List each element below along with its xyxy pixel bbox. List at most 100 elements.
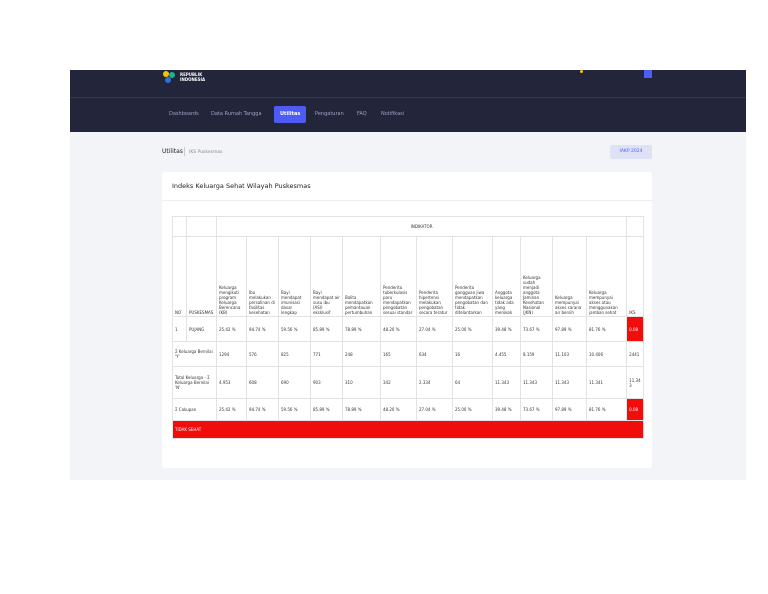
indicator-header: Penderita hipertensi melakukan pengobata… bbox=[416, 236, 453, 317]
top-bar: REPUBLIK INDONESIA bbox=[70, 70, 746, 97]
cell: 25.00 % bbox=[452, 398, 493, 421]
indicator-header: Ibu melakukan persalinan di fasilitas ke… bbox=[246, 236, 279, 317]
year-button[interactable]: IAKP 2024 bbox=[610, 145, 652, 159]
row-name: Σ Keluarga Bernilai 'Y' bbox=[172, 341, 217, 367]
indicator-header: Keluarga mempunyai akses sarana air bers… bbox=[552, 236, 587, 317]
indicator-header: Keluarga mempunyai akses atau menggunaka… bbox=[585, 236, 628, 317]
nav-item[interactable]: FAQ bbox=[357, 111, 367, 117]
cell: 27.04 % bbox=[416, 316, 453, 342]
cell: 2.334 bbox=[416, 366, 453, 399]
indicator-header: Balita mendapatkan pemantauan pertumbuha… bbox=[342, 236, 381, 317]
cell: 342 bbox=[380, 366, 417, 399]
iks-cell: 11.343 bbox=[626, 366, 645, 399]
cell: 39.48 % bbox=[492, 398, 521, 421]
cell: 11.341 bbox=[585, 366, 628, 399]
cell: 85.89 % bbox=[310, 316, 343, 342]
cell: 11.343 bbox=[520, 366, 553, 399]
status-row: TIDAK SEHAT bbox=[171, 420, 645, 439]
status-cell: TIDAK SEHAT bbox=[171, 420, 645, 439]
cell: 94.74 % bbox=[246, 398, 279, 421]
header-cell bbox=[626, 216, 645, 237]
cell: 8.159 bbox=[520, 341, 553, 367]
status-dot bbox=[580, 70, 583, 73]
indicator-header: Keluarga mengikuti program Keluarga Bere… bbox=[216, 236, 247, 317]
cell: 11.103 bbox=[552, 341, 587, 367]
app-window: REPUBLIK INDONESIA Dashboards Data Rumah … bbox=[70, 70, 746, 480]
indicator-header: Penderita gangguan jiwa mendapatkan peng… bbox=[452, 236, 493, 317]
iks-cell: 2441 bbox=[626, 341, 645, 367]
data-row: Σ Keluarga Bernilai 'Y' 1294 576 825 771 248 1… bbox=[172, 341, 645, 367]
header-row: INDIKATOR bbox=[172, 216, 645, 237]
logo-text: REPUBLIK INDONESIA bbox=[180, 72, 206, 82]
cell: 4.455 bbox=[492, 341, 521, 367]
separator bbox=[184, 147, 185, 156]
cell: 48.20 % bbox=[380, 316, 417, 342]
cell: 97.89 % bbox=[552, 316, 587, 342]
cell: 78.89 % bbox=[342, 398, 381, 421]
cell: 97.89 % bbox=[552, 398, 587, 421]
row-name: PUJANG bbox=[186, 316, 217, 342]
breadcrumb-sub: IKS Puskesmas bbox=[189, 149, 223, 155]
cell: 771 bbox=[310, 341, 343, 367]
header-cell bbox=[186, 216, 217, 237]
cell: 1294 bbox=[216, 341, 247, 367]
divider bbox=[162, 200, 652, 201]
cell: 576 bbox=[246, 341, 279, 367]
cell: 310 bbox=[342, 366, 381, 399]
cell: 73.67 % bbox=[520, 316, 553, 342]
nav-item[interactable]: Notifikasi bbox=[381, 111, 405, 117]
cell: 39.48 % bbox=[492, 316, 521, 342]
cell: 25.42 % bbox=[216, 398, 247, 421]
card: Indeks Keluarga Sehat Wilayah Puskesmas … bbox=[162, 172, 652, 468]
card-title: Indeks Keluarga Sehat Wilayah Puskesmas bbox=[172, 182, 311, 190]
cell: 16 bbox=[452, 341, 493, 367]
iks-cell: 0.08 bbox=[626, 398, 645, 421]
row-name: Σ Cakupan bbox=[172, 398, 217, 421]
logo bbox=[163, 71, 175, 83]
cell: 608 bbox=[246, 366, 279, 399]
cell: 81.76 % bbox=[585, 316, 628, 342]
iks-table: INDIKATOR NO PUSKESMAS Keluarga mengikuti p… bbox=[171, 216, 645, 439]
cell: 27.04 % bbox=[416, 398, 453, 421]
iks-cell: 0.08 bbox=[626, 316, 645, 342]
header-cell bbox=[172, 216, 187, 237]
cell: 10.406 bbox=[585, 341, 628, 367]
cell: 78.89 % bbox=[342, 316, 381, 342]
cell: 64 bbox=[452, 366, 493, 399]
nav-item[interactable]: Utilitas bbox=[274, 106, 307, 123]
header-row: NO PUSKESMAS Keluarga mengikuti program Ke… bbox=[172, 236, 645, 317]
cell: 825 bbox=[278, 341, 311, 367]
cell: 4.953 bbox=[216, 366, 247, 399]
row-name: Total Keluarga - Σ Keluarga Bernilai 'N' bbox=[172, 366, 217, 399]
indicator-header: Penderita tuberkulosis paru mendapatkan … bbox=[380, 236, 417, 317]
cell: 25.42 % bbox=[216, 316, 247, 342]
header-cell: IKS bbox=[626, 236, 645, 317]
cell: 248 bbox=[342, 341, 381, 367]
nav-bar: Dashboards Data Rumah Tangga Utilitas Penga… bbox=[70, 97, 746, 132]
indicator-header: Keluarga sudah menjadi anggota Jaminan K… bbox=[520, 236, 553, 317]
cell: 634 bbox=[416, 341, 453, 367]
avatar[interactable] bbox=[644, 70, 652, 78]
nav-item[interactable]: Data Rumah Tangga bbox=[211, 111, 262, 117]
cell: 59.56 % bbox=[278, 316, 311, 342]
cell: 11.343 bbox=[492, 366, 521, 399]
indicator-header: Bayi mendapat air susu ibu (ASI) eksklus… bbox=[310, 236, 343, 317]
cell: 903 bbox=[310, 366, 343, 399]
data-row: 1 PUJANG 25.42 % 94.74 % 59.56 % 85.89 % 78.89… bbox=[172, 316, 645, 342]
indicator-header: Bayi mendapat imunisasi dasar lengkap bbox=[278, 236, 311, 317]
cell: 165 bbox=[380, 341, 417, 367]
nav-item[interactable]: Pengaturan bbox=[315, 111, 344, 117]
data-row: Σ Cakupan 25.42 % 94.74 % 59.56 % 85.89 % 78.… bbox=[172, 398, 645, 421]
cell: 25.00 % bbox=[452, 316, 493, 342]
cell: 73.67 % bbox=[520, 398, 553, 421]
data-row: Total Keluarga - Σ Keluarga Bernilai 'N'… bbox=[172, 366, 645, 399]
cell: 48.20 % bbox=[380, 398, 417, 421]
nav-item[interactable]: Dashboards bbox=[169, 111, 199, 117]
header-cell: NO bbox=[172, 236, 187, 317]
header-cell: PUSKESMAS bbox=[186, 236, 217, 317]
group-header: INDIKATOR bbox=[215, 216, 628, 237]
cell: 11.343 bbox=[552, 366, 587, 399]
indicator-header: Anggota keluarga tidak ada yang merokok bbox=[492, 236, 521, 317]
cell: 94.74 % bbox=[246, 316, 279, 342]
